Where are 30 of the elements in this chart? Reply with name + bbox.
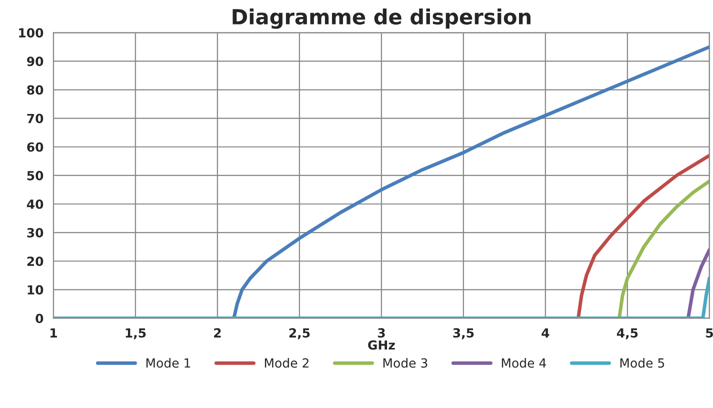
y-tick-label: 100: [19, 28, 44, 38]
x-tick-label: 2: [214, 328, 221, 338]
y-tick-label: 30: [27, 228, 44, 238]
legend-label: Mode 2: [264, 358, 308, 368]
x-tick-label: 2,5: [289, 328, 310, 340]
x-tick-label: 3,5: [453, 328, 474, 340]
legend-label: Mode 4: [502, 358, 546, 368]
y-tick-label: 60: [27, 142, 44, 152]
x-tick-label: 1,5: [126, 328, 146, 340]
y-tick-label: 80: [27, 85, 44, 95]
y-tick-label: 0: [36, 314, 44, 324]
legend-label: Mode 5: [620, 358, 664, 368]
y-tick-label: 40: [26, 199, 44, 209]
x-tick-label: 4,5: [616, 328, 638, 340]
x-tick-label: 1: [50, 328, 57, 338]
legend-label: Mode 1: [146, 358, 190, 368]
line-series: [686, 248, 710, 318]
x-axis-title: GHz: [368, 340, 395, 350]
x-tick-label: 3: [378, 328, 385, 338]
y-tick-label: 50: [27, 170, 44, 180]
y-tick-label: 20: [27, 256, 44, 266]
y-tick-label: 70: [27, 114, 44, 124]
line-series: [618, 179, 710, 318]
line-series: [576, 154, 710, 318]
x-tick-label: 5: [706, 328, 713, 338]
y-tick-label: 90: [27, 56, 44, 66]
x-tick-label: 4: [542, 328, 550, 338]
chart-title: Diagramme de dispersion: [232, 8, 530, 29]
y-tick-label: 10: [28, 285, 44, 295]
legend-label: Mode 3: [383, 358, 428, 368]
